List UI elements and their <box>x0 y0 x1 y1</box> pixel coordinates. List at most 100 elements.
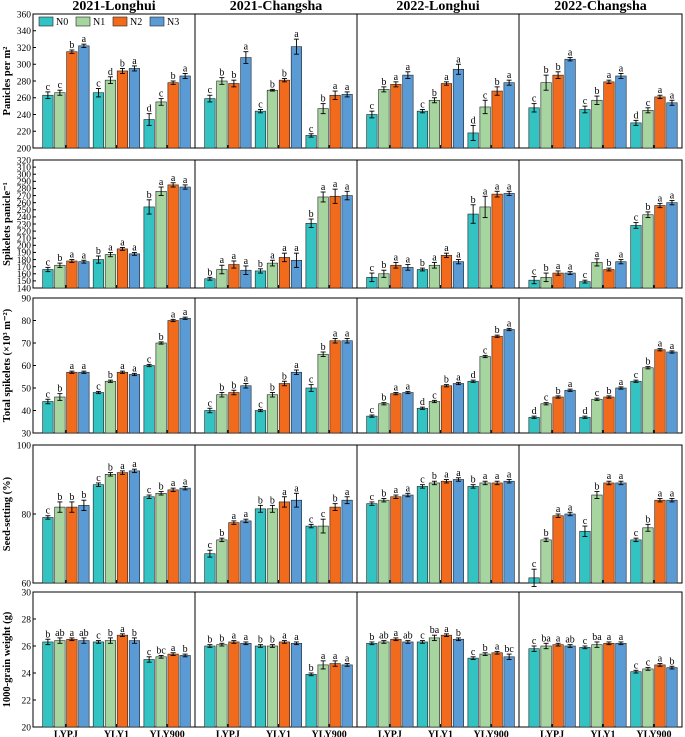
bar <box>42 94 54 149</box>
bar <box>615 642 627 728</box>
significance-letter: b <box>381 488 386 499</box>
significance-letter: a <box>183 175 188 186</box>
y-tick-label: 290 <box>17 178 32 188</box>
bar <box>528 107 540 149</box>
significance-letter: c <box>46 506 51 517</box>
bar <box>329 663 341 728</box>
significance-letter: a <box>70 250 75 261</box>
bar <box>564 389 576 434</box>
bar <box>78 45 90 149</box>
bar <box>290 642 302 728</box>
bar <box>479 356 491 434</box>
bar <box>591 494 603 584</box>
bar <box>216 394 228 434</box>
significance-letter: b <box>594 86 599 97</box>
significance-letter: c <box>258 399 263 410</box>
bar <box>155 101 167 149</box>
bar <box>564 513 576 584</box>
bar <box>654 664 666 728</box>
significance-letter: b <box>57 253 62 264</box>
significance-letter: b <box>556 386 561 397</box>
significance-letter: a <box>495 641 500 652</box>
significance-letter: a <box>568 502 573 513</box>
bar <box>54 264 66 289</box>
bar <box>540 645 552 728</box>
bar <box>317 353 329 434</box>
significance-letter: a <box>394 72 399 83</box>
bar <box>428 264 440 289</box>
x-category-label: LYPJ <box>54 730 78 737</box>
significance-letter: a <box>670 341 675 352</box>
bar <box>155 342 167 434</box>
significance-letter: b <box>594 482 599 493</box>
significance-letter: b <box>321 94 326 105</box>
significance-letter: a <box>394 383 399 394</box>
significance-letter: b <box>321 342 326 353</box>
significance-letter: a <box>244 632 249 643</box>
significance-letter: a <box>556 633 561 644</box>
significance-letter: b <box>147 190 152 201</box>
y-tick-label: 200 <box>17 144 32 154</box>
bar <box>579 530 591 584</box>
bar <box>378 89 390 149</box>
significance-letter: a <box>406 255 411 266</box>
significance-letter: a <box>321 182 326 193</box>
significance-letter: a <box>333 651 338 662</box>
bar <box>179 655 191 728</box>
y-tick-label: 90 <box>22 294 32 304</box>
bar <box>92 259 104 289</box>
bar <box>254 508 266 584</box>
y-axis-label: Total spikelets (×10³ m⁻²) <box>2 308 13 422</box>
significance-letter: c <box>420 99 425 110</box>
bar <box>603 396 615 434</box>
significance-letter: b <box>219 528 224 539</box>
bar <box>615 387 627 434</box>
bar <box>54 396 66 434</box>
significance-letter: a <box>568 379 573 390</box>
bar <box>116 248 128 289</box>
significance-letter: b <box>219 68 224 79</box>
significance-letter: b <box>309 209 314 220</box>
bar <box>204 645 216 728</box>
significance-letter: c <box>583 96 588 107</box>
y-tick-label: 60 <box>22 579 32 589</box>
significance-letter: c <box>208 85 213 96</box>
y-tick-label: 320 <box>17 156 32 166</box>
significance-letter: b <box>219 633 224 644</box>
bar <box>579 647 591 728</box>
significance-letter: b <box>231 70 236 81</box>
significance-letter: a <box>658 654 663 665</box>
significance-letter: a <box>345 487 350 498</box>
significance-letter: b <box>483 643 488 654</box>
significance-letter: a <box>495 471 500 482</box>
bar <box>452 68 464 149</box>
y-tick-label: 50 <box>22 384 32 394</box>
y-axis-label: Panicles per m² <box>2 47 13 116</box>
significance-letter: b <box>669 656 674 667</box>
bar <box>666 667 678 728</box>
y-tick-label: 260 <box>17 199 32 209</box>
bar <box>143 496 155 584</box>
significance-letter: b <box>432 88 437 99</box>
significance-letter: c <box>483 90 488 101</box>
significance-letter: a <box>321 651 326 662</box>
bar <box>416 407 428 434</box>
significance-letter: c <box>583 516 588 527</box>
bar <box>266 262 278 289</box>
bar <box>591 644 603 728</box>
significance-letter: d <box>633 110 638 121</box>
significance-letter: d <box>471 115 476 126</box>
significance-letter: c <box>646 658 651 669</box>
significance-letter: a <box>568 262 573 273</box>
x-category-label: LYPJ <box>216 730 240 737</box>
significance-letter: a <box>132 363 137 374</box>
bar <box>402 74 414 149</box>
significance-letter: a <box>70 361 75 372</box>
bar <box>341 195 353 289</box>
y-tick-label: 26 <box>22 642 32 652</box>
significance-letter: ab <box>55 628 64 639</box>
significance-letter: a <box>394 252 399 263</box>
y-axis-label: Seed-setting (%) <box>2 476 13 551</box>
significance-letter: b <box>270 383 275 394</box>
bar <box>254 645 266 728</box>
